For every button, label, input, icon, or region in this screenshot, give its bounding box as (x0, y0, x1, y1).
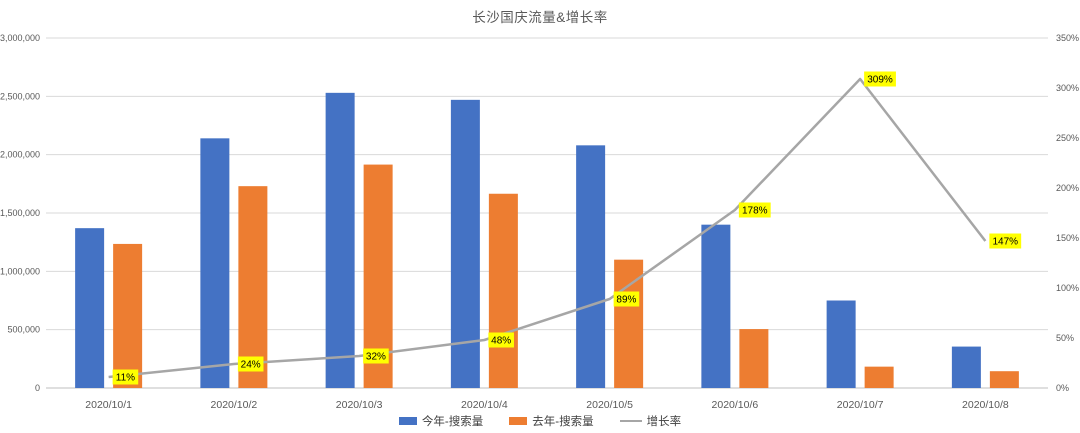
bar-this-year (75, 228, 105, 388)
x-tick-label: 2020/10/8 (962, 399, 1009, 411)
y-right-tick-label: 50% (1056, 333, 1074, 343)
bar-this-year (826, 300, 856, 388)
x-tick-label: 2020/10/1 (85, 399, 132, 411)
growth-label-bg (864, 71, 896, 87)
bar-last-year (488, 193, 518, 388)
bar-last-year (864, 366, 894, 388)
y-right-tick-label: 350% (1056, 33, 1079, 43)
bar-this-year (576, 145, 606, 388)
x-tick-label: 2020/10/5 (586, 399, 633, 411)
bar-last-year (739, 329, 769, 388)
y-right-tick-label: 0% (1056, 383, 1069, 393)
y-left-tick-label: 2,000,000 (0, 150, 40, 160)
growth-label-bg (488, 332, 514, 348)
y-right-tick-label: 150% (1056, 233, 1079, 243)
y-right-tick-label: 100% (1056, 283, 1079, 293)
legend-item-0: 今年-搜索量 (398, 413, 484, 429)
growth-label: 11% (116, 373, 135, 384)
chart-title: 长沙国庆流量&增长率 (472, 10, 608, 25)
growth-label-bg (613, 291, 640, 307)
bar-this-year (200, 138, 230, 388)
bar-this-year (325, 92, 355, 388)
bar-this-year (701, 224, 731, 388)
legend-bar-swatch (398, 417, 417, 425)
bar-last-year (113, 243, 143, 388)
growth-label: 309% (867, 75, 893, 86)
growth-label: 147% (992, 237, 1018, 248)
legend-label: 去年-搜索量 (532, 416, 594, 428)
bar-last-year (614, 259, 644, 388)
y-right-tick-label: 300% (1056, 83, 1079, 93)
legend-label: 增长率 (646, 416, 682, 428)
bar-last-year (989, 371, 1019, 388)
bar-last-year (238, 186, 268, 388)
growth-label: 24% (241, 360, 261, 371)
growth-label-bg (989, 233, 1022, 249)
x-tick-label: 2020/10/4 (461, 399, 508, 411)
bar-this-year (951, 346, 981, 388)
legend-line-marker (619, 419, 642, 423)
growth-label-bg (112, 369, 139, 385)
legend-item-1: 去年-搜索量 (509, 413, 594, 429)
legend-item-2: 增长率 (619, 413, 682, 429)
y-left-tick-label: 2,500,000 (0, 91, 40, 101)
growth-label: 48% (491, 336, 511, 347)
legend-label: 今年-搜索量 (421, 416, 484, 428)
legend: 今年-搜索量 去年-搜索量 增长率 (0, 413, 1080, 429)
y-left-tick-label: 500,000 (7, 325, 40, 335)
growth-label-bg (363, 348, 389, 364)
x-tick-label: 2020/10/7 (837, 399, 884, 411)
y-right-tick-label: 250% (1056, 133, 1079, 143)
x-tick-label: 2020/10/3 (336, 399, 383, 411)
growth-label: 89% (616, 295, 636, 306)
y-left-tick-label: 3,000,000 (0, 33, 40, 43)
y-left-tick-label: 1,000,000 (0, 266, 40, 276)
growth-label: 32% (366, 352, 386, 363)
y-right-tick-label: 200% (1056, 183, 1079, 193)
x-tick-label: 2020/10/6 (712, 399, 759, 411)
y-left-tick-label: 1,500,000 (0, 208, 40, 218)
legend-bar-swatch (509, 417, 528, 425)
growth-label: 178% (742, 206, 768, 217)
y-left-tick-label: 0 (35, 383, 40, 393)
x-tick-label: 2020/10/2 (211, 399, 258, 411)
growth-label-bg (738, 202, 771, 218)
growth-label-bg (237, 356, 264, 372)
